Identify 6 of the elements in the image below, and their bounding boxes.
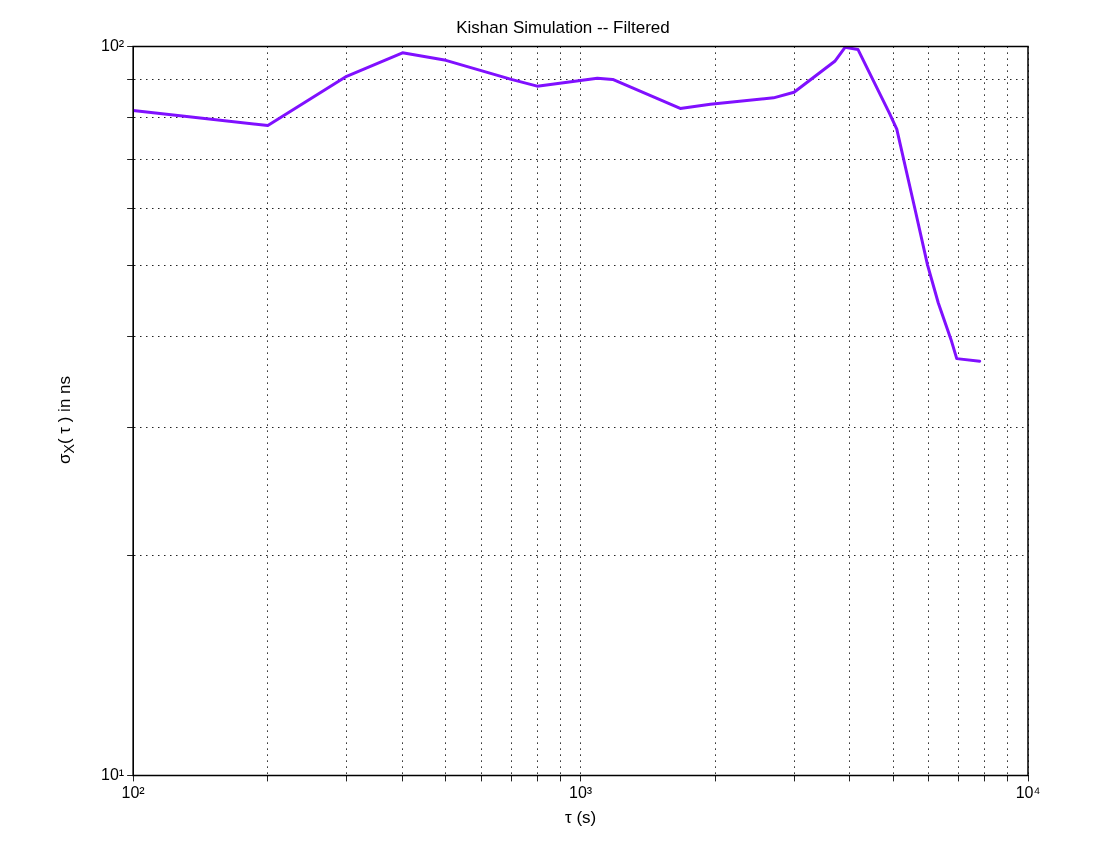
chart-title: Kishan Simulation -- Filtered: [456, 17, 670, 37]
x-axis-title: τ (s): [564, 808, 597, 828]
x-tick-label: 10³: [569, 784, 593, 802]
x-tick-label: 10⁴: [1015, 784, 1041, 802]
x-tick-label: 10²: [121, 784, 146, 802]
y-tick-label: 10¹: [101, 765, 125, 783]
